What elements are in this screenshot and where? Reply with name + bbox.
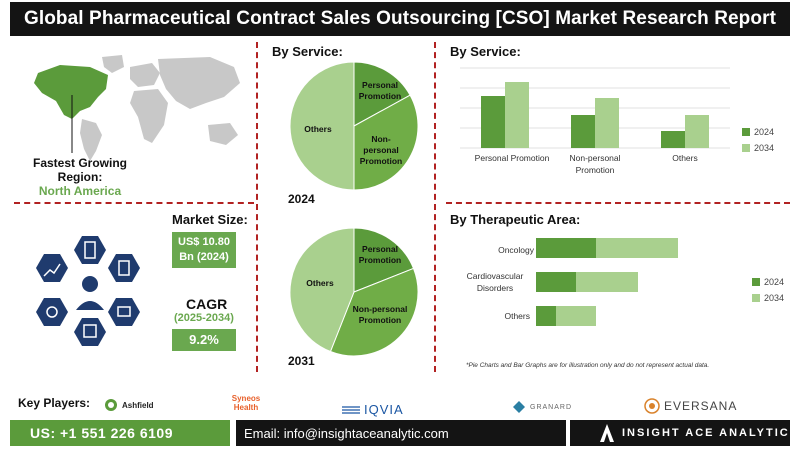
bar-2034-2 [685,115,709,148]
service-legend-2034: 2034 [742,140,774,156]
logo-iqvia-text: IQVIA [364,402,404,417]
hexagon-calendar-icon [74,318,106,346]
bar-2024-2 [661,131,685,148]
therapeutic-bar-chart [536,238,678,326]
hbar-2024-0 [536,238,596,258]
pie2024-year: 2024 [288,192,315,206]
service-legend: 2024 2034 [742,124,774,156]
divider-left [256,42,258,372]
footer-email[interactable]: Email: info@insightaceanalytic.com [236,420,566,446]
region-label: Fastest Growing Region: [32,156,127,184]
pie-slice-others [289,61,355,191]
therapeutic-bar-heading: By Therapeutic Area: [450,212,581,227]
hexagon-building-icon [74,236,106,264]
market-size-line1: US$ 10.80 [178,236,230,248]
logo-iqvia: IQVIA [342,402,404,417]
hexagon-chart-icon [36,254,68,282]
person-body-icon [76,301,104,310]
service-cat-nonpersonal: Non-personal Promotion [569,153,621,175]
pie2031-personal-label: Personal Promotion [358,244,402,265]
cagr-period: (2025-2034) [174,312,234,324]
pie-slice-non-personal-promotion [353,94,419,191]
right-divider [446,202,790,204]
service-bar-chart [460,67,730,149]
hbar-2034-0 [596,238,678,258]
cagr-label: CAGR [186,296,228,312]
footer-brand: INSIGHT ACE ANALYTIC [570,420,790,446]
thera-cat-cardio: Cardiovascular Disorders [466,271,524,293]
hbar-2034-2 [556,306,596,326]
pie-slice-non-personal-promotion [329,267,419,357]
thera-legend-2034: 2034 [752,290,784,306]
pie2024-nonpersonal-label: Non-personal Promotion [359,134,403,166]
logo-syneos: Syneos Health [222,394,270,412]
market-size-value: US$ 10.80 Bn (2024) [172,232,236,268]
pie-slice-personal-promotion [353,227,415,293]
africa-shape [130,89,168,143]
logo-eversana: EVERSANA [644,398,737,414]
page-title: Global Pharmaceutical Contract Sales Out… [10,2,790,36]
key-players-label: Key Players: [18,396,91,410]
logo-ashfield: Ashfield [104,398,154,412]
region-value: North America [38,184,122,198]
person-head-icon [82,276,98,292]
greenland-shape [102,55,124,73]
service-cat-others: Others [672,153,698,163]
fastest-growing-region: Fastest Growing Region: North America [25,156,135,198]
divider-right [434,42,436,372]
hexagon-icon-cluster [20,232,170,367]
bar-2024-0 [481,96,505,148]
pie2031-year: 2031 [288,354,315,368]
therapeutic-legend: 2024 2034 [752,274,784,306]
europe-shape [130,63,160,87]
north-america-shape [34,65,108,119]
hbar-2024-1 [536,272,576,292]
disclaimer: *Pie Charts and Bar Graphs are for illus… [466,362,710,369]
thera-legend-2024: 2024 [752,274,784,290]
thera-cat-others: Others [504,311,530,321]
logo-syneos-text: Syneos Health [231,394,261,412]
hbar-2024-2 [536,306,556,326]
pie2031-nonpersonal-label: Non-personal Promotion [352,304,408,325]
cagr-value: 9.2% [172,329,236,351]
pie2024-others-label: Others [304,124,332,134]
hexagon-calculator-icon [108,254,140,282]
bar-2024-1 [571,115,595,148]
australia-shape [208,123,238,145]
market-size-line2: Bn (2024) [179,251,229,263]
service-bar-heading: By Service: [450,44,521,59]
pie-slice-personal-promotion [353,61,411,127]
left-divider [14,202,254,204]
south-america-shape [80,119,102,161]
bar-2034-1 [595,98,619,148]
world-map [20,45,250,165]
service-legend-2024: 2024 [742,124,774,140]
pie2024-personal-label: Personal Promotion [358,80,402,101]
logo-granard: GRANARD [512,400,572,414]
service-cat-personal: Personal Promotion [474,153,550,163]
hexagon-piggy-icon [36,298,68,326]
logo-eversana-text: EVERSANA [664,399,738,413]
pie-slice-others [289,227,355,353]
logo-granard-text: GRANARD [530,403,573,411]
footer-phone[interactable]: US: +1 551 226 6109 [10,420,230,446]
logo-ashfield-text: Ashfield [122,400,154,410]
pie2031-others-label: Others [306,278,334,288]
market-size-label: Market Size: [172,212,248,227]
brand-logo-icon [600,424,614,442]
pie-chart-2031 [289,227,419,357]
pie-chart-2024 [289,61,419,191]
asia-shape [158,57,240,109]
bar-2034-0 [505,82,529,148]
hbar-2034-1 [576,272,638,292]
footer-brand-text: INSIGHT ACE ANALYTIC [622,427,790,439]
hexagon-briefcase-icon [108,298,140,326]
thera-cat-oncology: Oncology [498,245,534,255]
pie-section-heading: By Service: [272,44,343,59]
